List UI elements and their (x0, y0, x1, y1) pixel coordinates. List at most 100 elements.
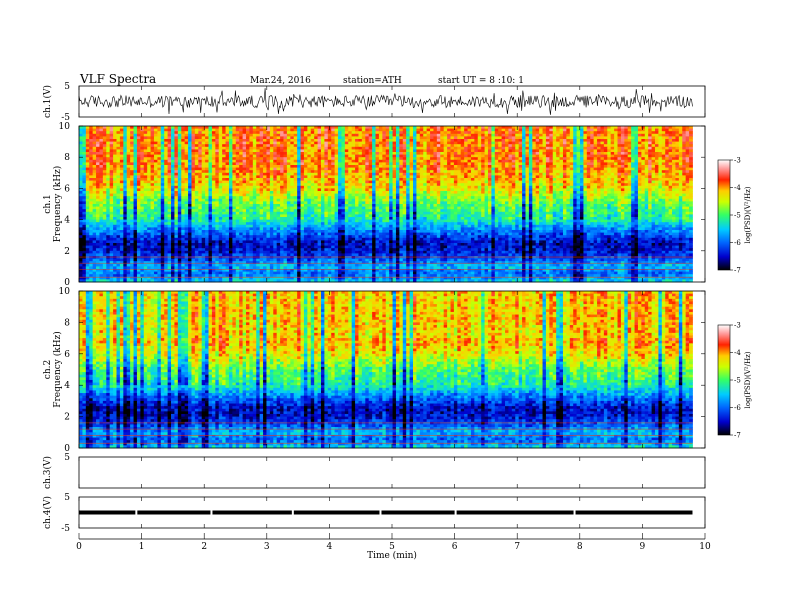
spec-cell (260, 170, 264, 173)
spec-cell (144, 134, 148, 137)
spec-cell (89, 181, 93, 184)
spec-cell (202, 186, 206, 189)
spec-cell (185, 139, 189, 142)
spec-cell (430, 191, 434, 194)
spec-cell (116, 181, 120, 184)
spec-cell (389, 183, 393, 186)
spec-cell (662, 129, 666, 132)
spec-cell (205, 196, 209, 199)
spec-cell (116, 131, 120, 134)
spec-cell (311, 181, 315, 184)
spec-cell (174, 126, 178, 129)
spec-cell (99, 147, 103, 150)
spec-cell (645, 170, 649, 173)
spec-cell (93, 129, 97, 132)
spec-cell (560, 157, 564, 160)
spec-cell (403, 142, 407, 145)
spec-cell (635, 160, 639, 163)
spec-cell (181, 170, 185, 173)
spec-cell (406, 168, 410, 171)
spec-cell (451, 152, 455, 155)
spec-cell (478, 147, 482, 150)
spec-cell (454, 136, 458, 139)
station-label: station=ATH (343, 76, 402, 86)
spec-cell (566, 136, 570, 139)
spec-cell (515, 191, 519, 194)
spec-cell (96, 155, 100, 158)
spec-cell (648, 126, 652, 129)
spec-cell (566, 165, 570, 168)
spec-cell (546, 155, 550, 158)
spec-cell (116, 183, 120, 186)
spec-cell (396, 188, 400, 191)
spec-cell (120, 126, 124, 129)
spec-cell (113, 173, 117, 176)
spec-cell (498, 131, 502, 134)
spec-cell (485, 157, 489, 160)
spec-cell (311, 136, 315, 139)
spec-cell (522, 186, 526, 189)
spec-cell (468, 155, 472, 158)
spec-cell (427, 188, 431, 191)
spec-cell (335, 131, 339, 134)
spec-cell (321, 144, 325, 147)
spec-cell (307, 157, 311, 160)
spec-cell (430, 173, 434, 176)
spec-cell (652, 181, 656, 184)
spec-cell (239, 142, 243, 145)
spec-cell (488, 168, 492, 171)
spec-cell (590, 194, 594, 197)
spec-cell (362, 155, 366, 158)
spec-cell (577, 142, 581, 145)
spec-cell (260, 188, 264, 191)
spec-cell (393, 139, 397, 142)
spec-cell (682, 194, 686, 197)
spec-cell (355, 181, 359, 184)
spec-cell (328, 144, 332, 147)
spec-cell (440, 181, 444, 184)
spec-cell (498, 129, 502, 132)
spec-cell (648, 165, 652, 168)
spec-cell (161, 188, 165, 191)
spec-cell (297, 181, 301, 184)
spec-cell (113, 129, 117, 132)
spec-cell (662, 160, 666, 163)
spec-cell (675, 170, 679, 173)
spec-cell (253, 136, 257, 139)
spec-cell (277, 131, 281, 134)
spec-cell (410, 149, 414, 152)
spec-cell (331, 181, 335, 184)
spec-cell (202, 147, 206, 150)
spec-cell (658, 188, 662, 191)
spec-cell (144, 126, 148, 129)
spec-cell (270, 149, 274, 152)
spec-cell (96, 152, 100, 155)
spec-cell (399, 157, 403, 160)
spec-cell (116, 155, 120, 158)
spec-cell (478, 149, 482, 152)
spec-cell (399, 155, 403, 158)
spec-cell (474, 168, 478, 171)
spec-cell (86, 157, 90, 160)
spec-cell (386, 183, 390, 186)
spec-cell (144, 142, 148, 145)
spec-cell (624, 165, 628, 168)
spec-cell (525, 155, 529, 158)
spec-cell (198, 183, 202, 186)
spec-cell (658, 144, 662, 147)
spec-cell (430, 136, 434, 139)
spec-cell (290, 131, 294, 134)
spec-cell (338, 152, 342, 155)
spec-cell (215, 196, 219, 199)
spec-cell (89, 131, 93, 134)
spec-cell (362, 175, 366, 178)
spec-cell (386, 134, 390, 137)
spec-cell (488, 175, 492, 178)
spec-cell (553, 183, 557, 186)
spec-cell (376, 178, 380, 181)
spec-cell (297, 152, 301, 155)
spec-cell (137, 155, 141, 158)
spec-cell (505, 165, 509, 168)
spec-cell (573, 168, 577, 171)
spec-cell (181, 155, 185, 158)
